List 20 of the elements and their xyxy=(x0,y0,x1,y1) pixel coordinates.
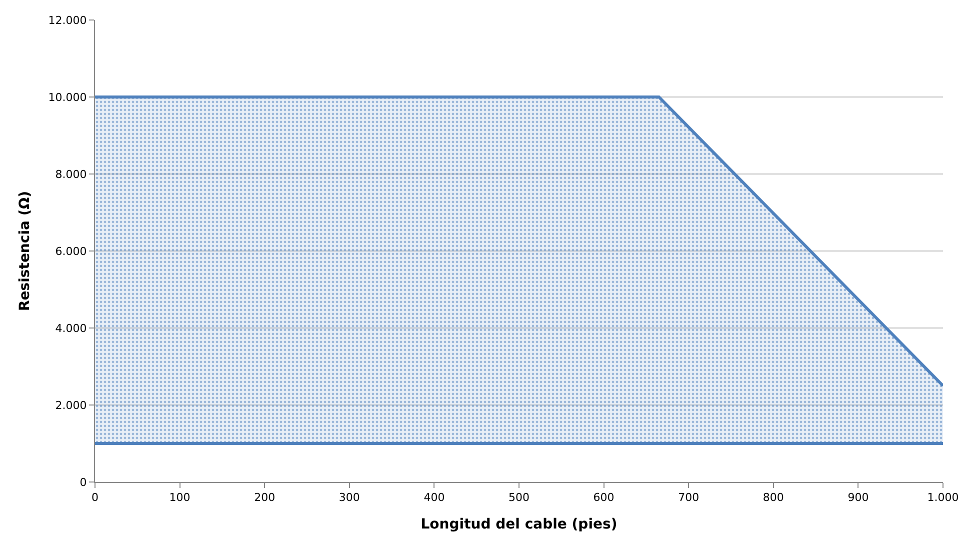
y-tick-label: 6.000 xyxy=(55,244,87,258)
y-tick-label: 10.000 xyxy=(48,90,87,104)
x-tick-label: 0 xyxy=(92,491,98,504)
y-tick-label: 2.000 xyxy=(55,398,87,412)
y-axis-title: Resistencia (Ω) xyxy=(16,190,33,312)
y-tick-label: 0 xyxy=(80,476,87,489)
y-tick-label: 12.000 xyxy=(48,14,87,27)
x-tick-label: 200 xyxy=(254,491,276,504)
x-tick-label: 600 xyxy=(593,491,614,504)
x-tick-label: 400 xyxy=(424,491,445,504)
x-tick-label: 1.000 xyxy=(927,491,959,504)
x-tick-label: 100 xyxy=(169,491,190,504)
x-axis-title: Longitud del cable (pies) xyxy=(420,516,618,532)
x-tick-label: 700 xyxy=(678,491,700,504)
x-tick-label: 800 xyxy=(762,491,784,504)
x-tick-label: 900 xyxy=(848,491,869,504)
x-tick-label: 300 xyxy=(338,491,360,504)
y-tick-label: 4.000 xyxy=(55,322,87,335)
x-tick-label: 500 xyxy=(508,491,530,504)
y-tick-label: 8.000 xyxy=(55,168,87,181)
